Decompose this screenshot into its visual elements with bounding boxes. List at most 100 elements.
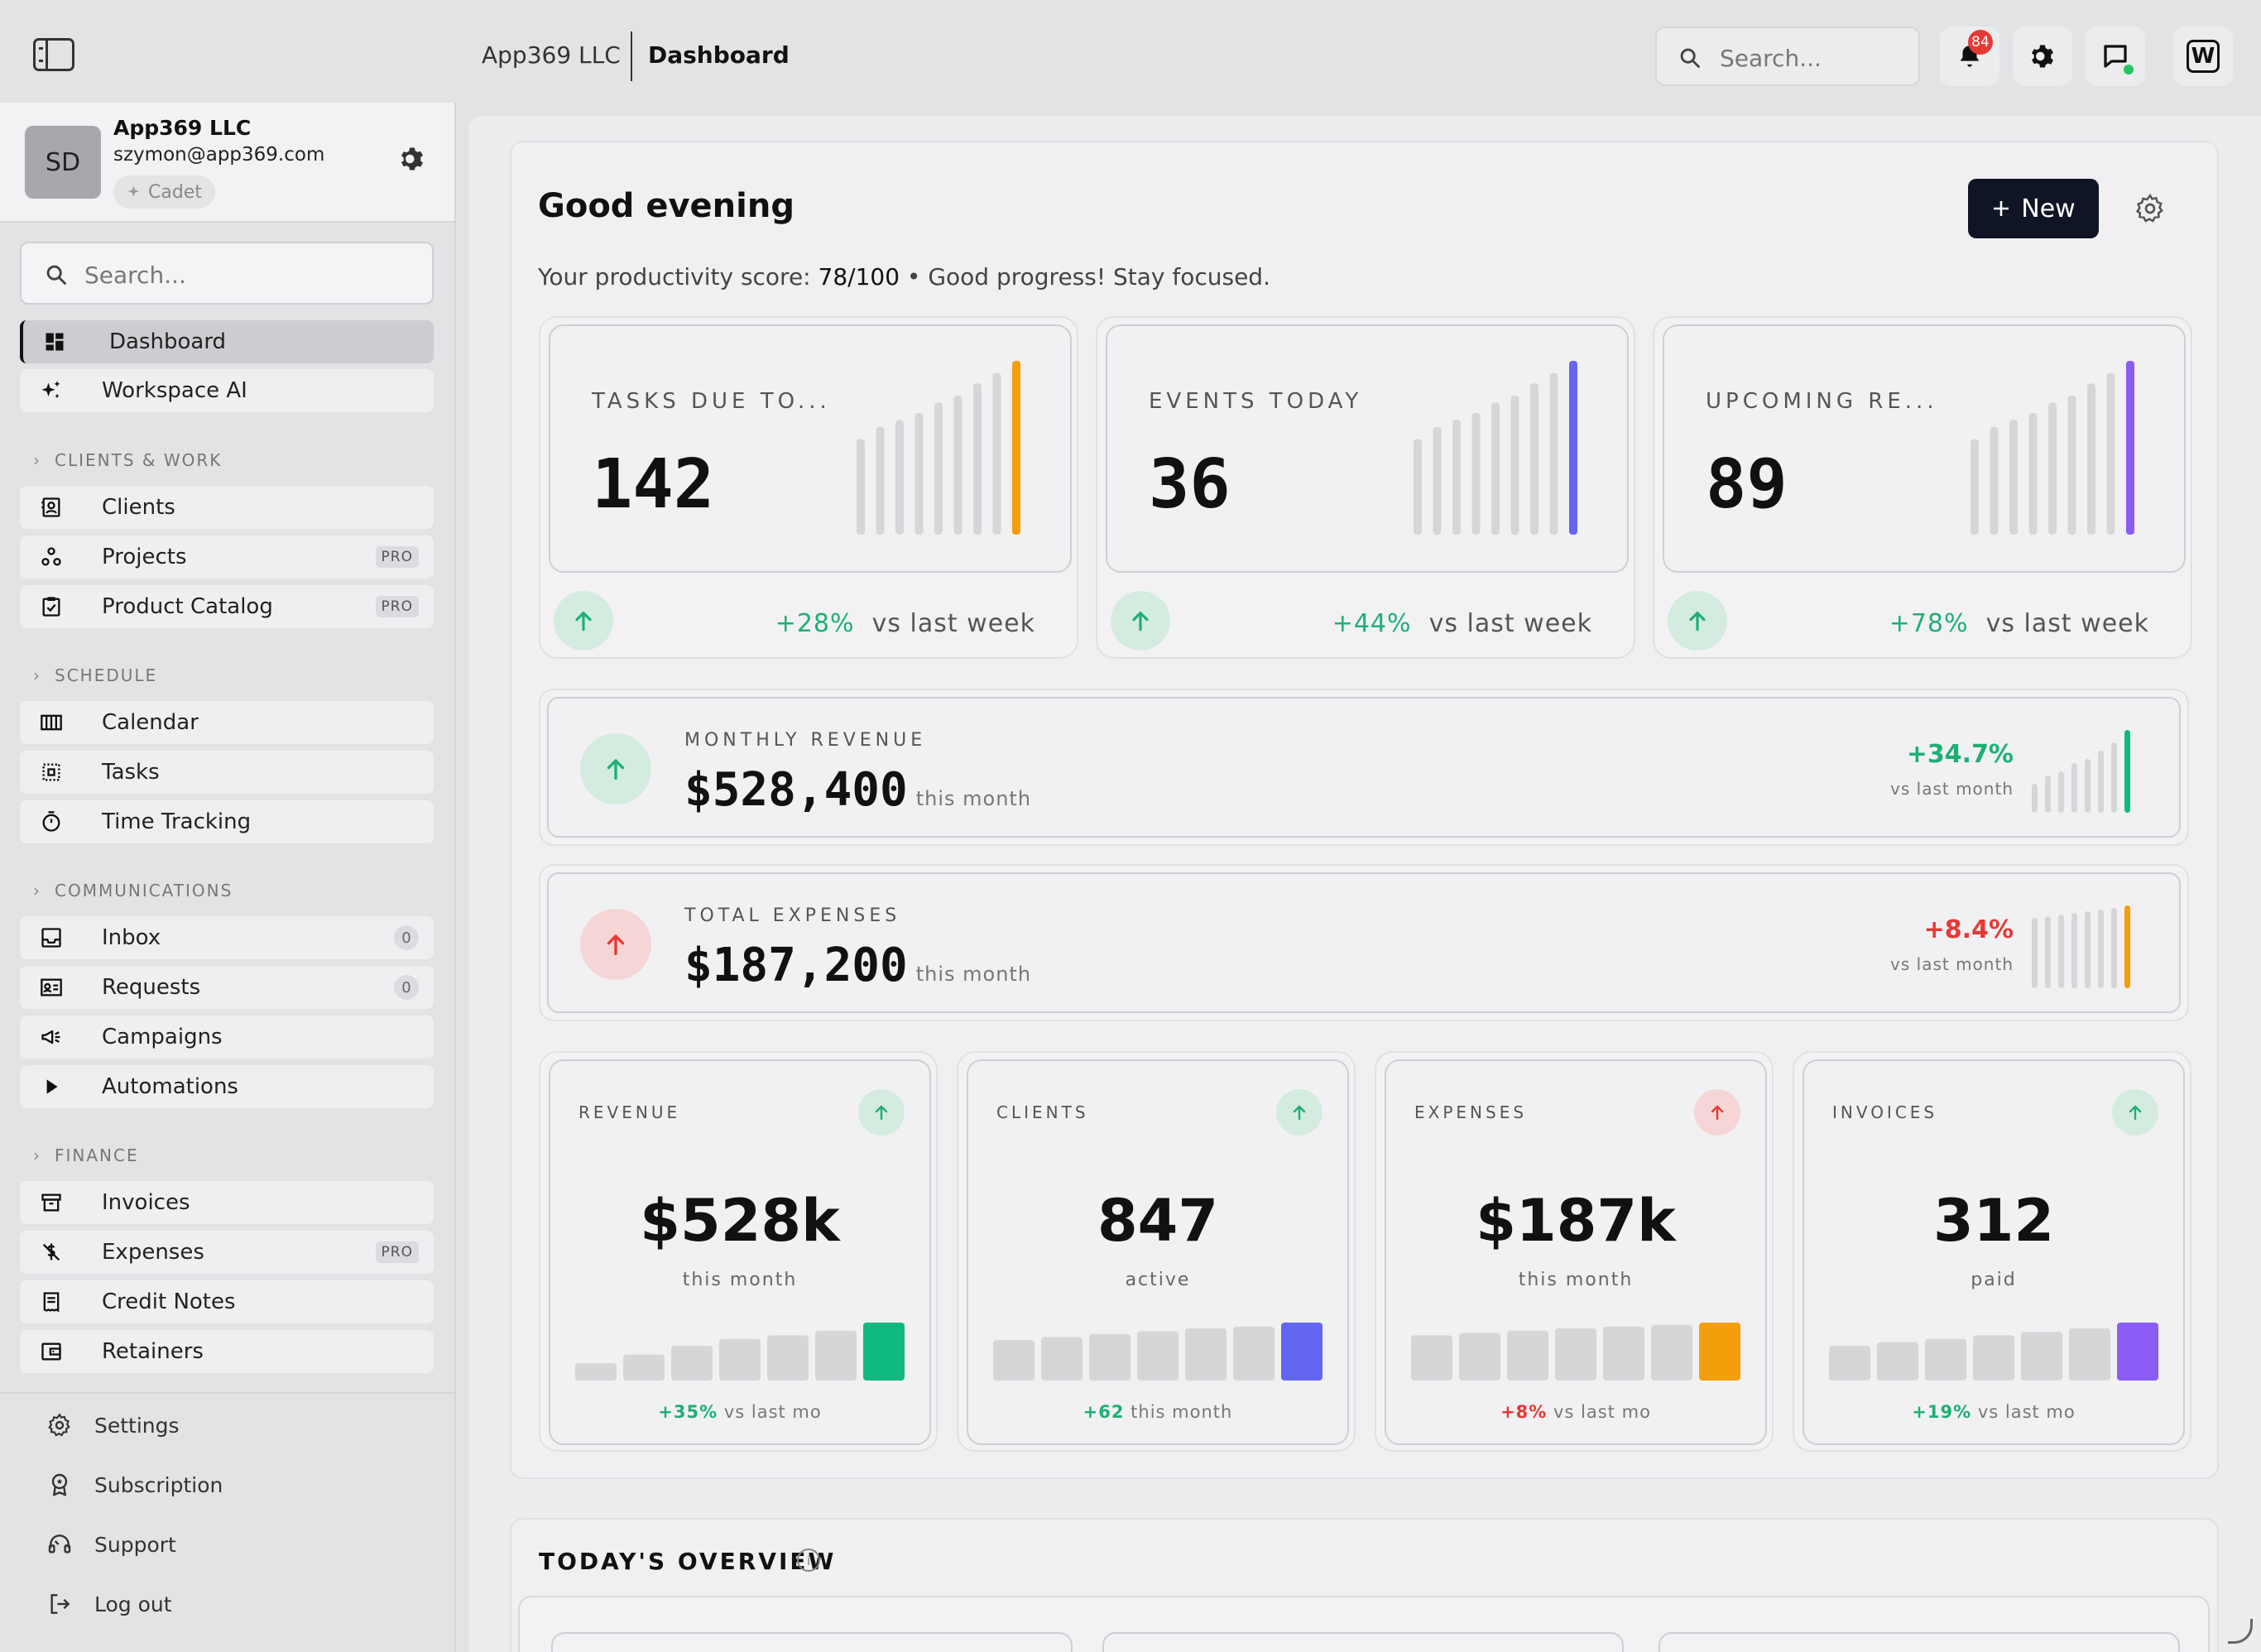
sidebar-item-invoices[interactable]: Invoices	[20, 1181, 434, 1224]
mini-metric-bar	[1877, 1342, 1918, 1381]
wallet-icon	[40, 1340, 63, 1363]
sidebar-item-label: Requests	[102, 975, 201, 1000]
section-finance[interactable]: › FINANCE	[33, 1145, 139, 1165]
sidebar-item-product-catalog[interactable]: Product Catalog PRO	[20, 585, 434, 628]
sidebar-search-input[interactable]	[84, 260, 415, 290]
mini-metric-bar	[1651, 1324, 1692, 1381]
sidebar-footer-label: Subscription	[94, 1472, 223, 1497]
mini-foot-value: +8%	[1500, 1402, 1548, 1422]
mini-metric-bar	[1829, 1346, 1870, 1381]
wide-sparkline-bar	[2032, 784, 2038, 813]
section-schedule[interactable]: › SCHEDULE	[33, 665, 157, 685]
stat-change-value: +28%	[775, 609, 855, 638]
new-button[interactable]: New	[1968, 179, 2099, 238]
wide-metric-body: TOTAL EXPENSES $187,200 this month +8.4% vs …	[547, 872, 2181, 1013]
sidebar-item-tasks[interactable]: Tasks	[20, 751, 434, 794]
sidebar-item-calendar[interactable]: Calendar	[20, 701, 434, 744]
wide-metric-period: this month	[915, 963, 1032, 986]
inbox-count-badge: 0	[394, 925, 419, 950]
chevron-right-icon: ›	[33, 450, 41, 470]
stat-card[interactable]: UPCOMING RE... 89 +78% vs last week	[1653, 316, 2192, 659]
wide-sparkline-bar	[2045, 916, 2051, 988]
sidebar-support-link[interactable]: Support	[46, 1531, 176, 1558]
stat-card[interactable]: EVENTS TODAY 36 +44% vs last week	[1096, 316, 1635, 659]
wide-sparkline-bar	[2124, 905, 2130, 988]
section-clients-work[interactable]: › CLIENTS & WORK	[33, 450, 222, 470]
wide-sparkline-bar	[2111, 742, 2117, 813]
top-search[interactable]	[1655, 26, 1920, 86]
overview-card[interactable]	[1659, 1632, 2180, 1652]
inbox-icon	[40, 926, 63, 949]
stat-card[interactable]: TASKS DUE TO... 142 +28% vs last week	[539, 316, 1078, 659]
wide-change-value: +34.7%	[1906, 740, 2014, 769]
sidebar-subscription-link[interactable]: Subscription	[46, 1472, 223, 1498]
arrow-up-icon	[1689, 612, 1706, 632]
workspace-switcher-button[interactable]: W	[2173, 26, 2233, 86]
breadcrumb-page: Dashboard	[648, 41, 790, 69]
section-communications[interactable]: › COMMUNICATIONS	[33, 881, 233, 900]
sidebar-toggle-icon[interactable]	[33, 38, 74, 71]
mini-metric-bar	[993, 1340, 1034, 1381]
stat-sparkline-bar	[895, 420, 904, 535]
sidebar-item-automations[interactable]: Automations	[20, 1065, 434, 1108]
stat-sparkline-bar	[1971, 439, 1979, 535]
sidebar-item-campaigns[interactable]: Campaigns	[20, 1016, 434, 1059]
sidebar-item-credit-notes[interactable]: Credit Notes	[20, 1280, 434, 1323]
sparkles-icon	[40, 379, 63, 402]
award-icon	[51, 1473, 68, 1496]
wide-metric-card[interactable]: TOTAL EXPENSES $187,200 this month +8.4% vs …	[539, 864, 2189, 1021]
arrow-up-icon	[575, 612, 592, 632]
mini-metric-card[interactable]: REVENUE $528k this month +35% vs last mo	[539, 1051, 938, 1452]
mini-metric-sub: this month	[682, 1270, 798, 1290]
sidebar-item-label: Clients	[102, 495, 175, 520]
sidebar-settings-link[interactable]: Settings	[46, 1412, 180, 1438]
mini-metric-card[interactable]: CLIENTS 847 active +62 this month	[957, 1051, 1356, 1452]
overview-card[interactable]	[1102, 1632, 1624, 1652]
stat-sparkline-bar	[953, 396, 962, 535]
sidebar-item-workspace-ai[interactable]: Workspace AI	[20, 369, 434, 412]
settings-button[interactable]	[2013, 26, 2072, 86]
breadcrumb-company[interactable]: App369 LLC	[482, 41, 621, 69]
mini-metric-bar	[1185, 1328, 1227, 1381]
sidebar-item-retainers[interactable]: Retainers	[20, 1330, 434, 1373]
sidebar-logout-link[interactable]: Log out	[46, 1591, 172, 1617]
mini-metric-card[interactable]: EXPENSES $187k this month +8% vs last mo	[1375, 1051, 1774, 1452]
sidebar-search[interactable]	[20, 242, 434, 305]
sidebar-item-time-tracking[interactable]: Time Tracking	[20, 800, 434, 843]
mini-metric-bars	[575, 1323, 905, 1381]
sidebar-item-label: Time Tracking	[102, 809, 252, 834]
avatar[interactable]: SD	[25, 126, 101, 199]
calendar-icon	[40, 711, 63, 734]
stat-sparkline-bar	[1530, 383, 1539, 535]
mini-metric-bar	[1281, 1323, 1323, 1381]
mini-foot-value: +35%	[658, 1402, 718, 1422]
section-label-text: FINANCE	[55, 1145, 139, 1165]
customize-gear-icon[interactable]	[2134, 192, 2167, 225]
mini-metric-label: EXPENSES	[1414, 1102, 1528, 1122]
sidebar-item-requests[interactable]: Requests 0	[20, 966, 434, 1009]
wide-metric-card[interactable]: MONTHLY REVENUE $528,400 this month +34.7% v…	[539, 689, 2189, 846]
sidebar-item-clients[interactable]: Clients	[20, 486, 434, 529]
resize-handle[interactable]	[2228, 1619, 2253, 1644]
stat-card-body: UPCOMING RE... 89	[1663, 324, 2186, 573]
info-icon[interactable]: i	[797, 1549, 820, 1572]
profile-card[interactable]: SD App369 LLC szymon@app369.com Cadet	[0, 103, 454, 223]
stat-sparkline-bar	[2126, 361, 2134, 535]
notifications-button[interactable]: 84	[1940, 26, 1999, 86]
mini-metric-card[interactable]: INVOICES 312 paid +19% vs last mo	[1793, 1051, 2191, 1452]
sidebar-item-inbox[interactable]: Inbox 0	[20, 916, 434, 959]
stat-sparkline-bar	[1569, 361, 1577, 535]
sidebar-item-expenses[interactable]: Expenses PRO	[20, 1231, 434, 1274]
mini-foot-suffix: vs last mo	[1977, 1402, 2076, 1422]
sidebar-item-dashboard[interactable]: Dashboard	[20, 320, 434, 363]
wide-sparkline-bar	[2098, 910, 2104, 988]
arrow-up-icon	[1132, 612, 1149, 632]
mini-metric-bar	[2069, 1328, 2110, 1381]
top-search-input[interactable]	[1720, 43, 1902, 73]
profile-name: App369 LLC	[113, 116, 252, 140]
overview-card[interactable]	[551, 1632, 1073, 1652]
sidebar-item-projects[interactable]: Projects PRO	[20, 535, 434, 579]
messages-button[interactable]	[2086, 26, 2145, 86]
profile-settings-gear-icon[interactable]	[397, 144, 427, 174]
id-card-icon	[40, 976, 63, 999]
